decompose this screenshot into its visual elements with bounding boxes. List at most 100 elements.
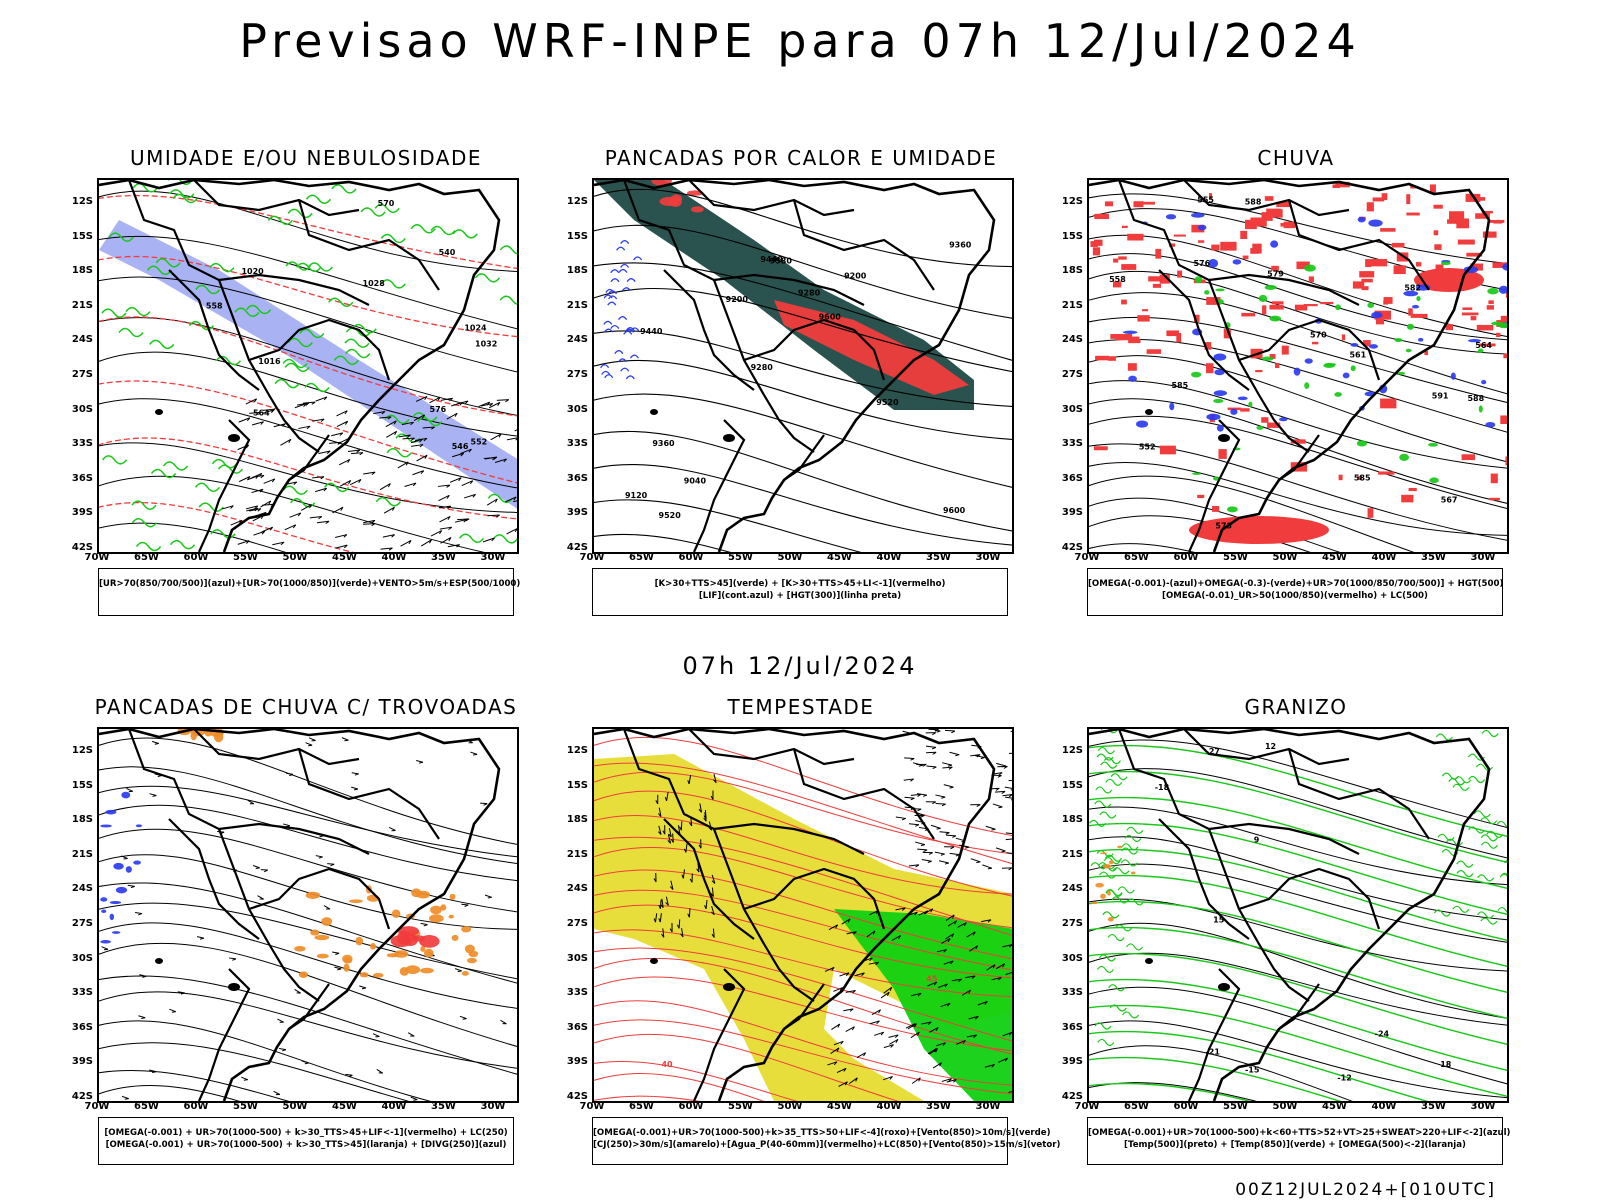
rain-cell [1461,312,1479,316]
rain-cell [1414,268,1484,292]
omega-area [1450,372,1456,380]
wind-vector-head [910,758,915,761]
wind-vector-head [439,530,443,535]
latitude-tick: 33S [1061,438,1083,450]
wind-vector-head [254,505,259,510]
longitude-tick: 70W [1074,1101,1100,1112]
coastline [1089,180,1491,552]
contour-line [1089,1020,1507,1099]
wind-vector [249,411,262,414]
wind-vector [688,775,692,785]
contour-line [99,1085,240,1101]
forecast-map: 588 585 582 579 576 573 570 567 564 561 558 555 552 5… [1087,178,1509,554]
wind-vector-head [852,990,856,994]
wind-vector-head [412,482,417,487]
country-border [288,983,330,1030]
x [192,313,201,318]
wind-vector [415,437,428,441]
humidity-contour [430,225,456,236]
wind-vector-head [665,902,669,906]
wind-vector-head [371,519,376,524]
wind-vector [486,498,498,506]
omega-strong-area [1304,382,1310,389]
forecast-map: 40 45 [592,727,1014,1103]
wind-vector-head [311,401,316,405]
wind-vector [996,762,1006,767]
wind-vector [273,1090,281,1095]
rain-cell [1133,201,1144,208]
longitude-tick: 65W [134,552,159,563]
coastline [1089,729,1491,1101]
wind-vector [655,913,658,923]
wind-vector [935,794,946,798]
longitude-tick: 35W [926,552,951,563]
wind-vector [970,858,981,863]
longitude-tick: 35W [926,1101,951,1112]
contour-label: 45 [926,975,938,984]
wind-vector-head [305,402,310,406]
latitude-tick: 42S [566,542,588,553]
rain-cell [1475,213,1490,219]
longitude-tick: 40W [381,552,407,563]
contour-line [594,957,1012,1055]
latitude-tick: 36S [71,1021,93,1033]
humidity-contour [131,517,158,528]
rain-cell [1406,194,1411,205]
latitude-tick: 21S [71,848,93,860]
x [340,495,349,505]
contour-line [99,882,517,984]
wind-vector [672,833,674,843]
wind-vector [514,429,517,432]
omega-strong-area [1261,356,1274,361]
omega-area [1350,343,1359,347]
rain-cell [1341,334,1346,341]
rain-cell [1090,241,1099,247]
wind-vector [986,964,996,971]
omega-area [1304,358,1313,364]
wind-vector [711,887,714,897]
omega-strong-area [1497,322,1507,329]
x [366,270,381,280]
forecast-map: 1020 1024 1028 1032 1016 552 564 570 546 540 558 57… [97,178,519,554]
omega-strong-area [1350,365,1356,372]
temp-850-contour [1107,933,1125,942]
thunderstorm-area [343,963,350,972]
lif-contour [633,256,643,261]
latitude-tick: 24S [1061,883,1083,895]
rain-cell [1445,324,1454,331]
temp-850-contour [1103,757,1121,765]
wind-vector-head [975,1015,979,1020]
temp-850-contour [1124,834,1142,843]
contour-label: 552 [471,438,488,447]
wind-vector-head [292,524,297,529]
wind-vector-head [424,396,428,400]
wind-vector-head [894,1034,899,1039]
latitude-tick: 12S [566,196,588,207]
temp-850-contour [1089,1004,1507,1097]
wind-vector-head [407,434,411,438]
lif-contour [610,278,620,283]
wind-vector-head [949,786,954,789]
wind-vector [939,831,950,834]
wind-vector [312,476,325,479]
wind-vector [135,912,143,915]
omega-area [1293,367,1301,376]
country-border [1208,273,1360,306]
wind-vector-head [293,481,298,485]
wind-vector-head [833,1061,838,1066]
wind-vector [331,432,343,437]
omega-strong-area [1440,261,1451,266]
wind-vector [942,762,953,766]
wind-vector [347,449,360,452]
omega-area [1136,420,1149,428]
wind-vector-head [446,484,451,488]
wind-vector [411,444,424,447]
wind-vector-head [282,1049,287,1052]
contour-label: -24 [1375,1030,1390,1039]
wind-vector [935,803,946,805]
wind-vector [420,539,432,547]
rain-cell [1303,304,1318,307]
rain-cell [1366,202,1374,212]
latitude-tick: 39S [1061,507,1083,519]
wind-vector-head [916,1031,920,1036]
